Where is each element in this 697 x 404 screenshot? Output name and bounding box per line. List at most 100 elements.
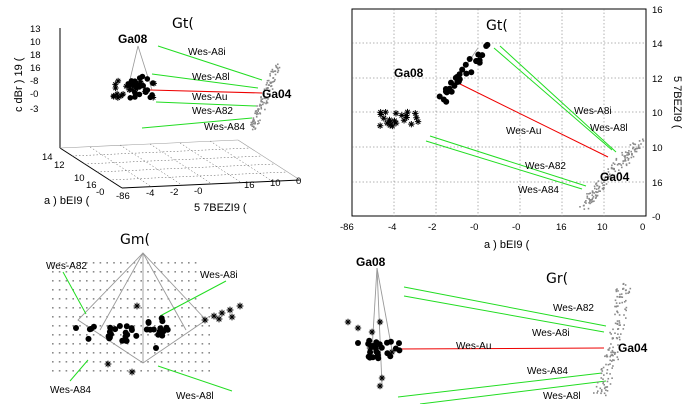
bl-grid-point	[86, 280, 88, 282]
br-ga04-point	[619, 338, 621, 341]
br-ga04-point	[616, 320, 619, 322]
tl-ga04-point	[253, 126, 255, 128]
br-ga04-point	[618, 302, 621, 304]
br-ga04-point	[615, 289, 617, 291]
tr-ga04-cluster	[579, 138, 645, 210]
tr-ga04-point	[597, 180, 600, 182]
tr-x-tick-7: 0	[640, 222, 645, 233]
tl-ga04-point	[272, 70, 274, 73]
br-ga04-point	[614, 351, 617, 354]
x-axis-line	[59, 147, 123, 189]
bl-grid-point	[99, 343, 102, 345]
br-ga04-point	[623, 314, 625, 316]
br-ga04-point	[593, 392, 595, 394]
tl-ga04-point	[260, 96, 262, 98]
tr-ga04-point	[623, 155, 626, 157]
tl-ga08-dot	[143, 89, 149, 95]
bl-grid-point	[65, 316, 68, 318]
bl-grid-point	[106, 271, 108, 273]
bl-ga04-star	[128, 368, 136, 376]
bl-grid-point	[201, 361, 204, 363]
tr-ga04-point	[611, 164, 613, 167]
tl-ga04-point	[266, 92, 269, 95]
bl-grid-point	[126, 316, 129, 318]
tl-ga04-point	[266, 102, 269, 104]
tl-ga08-cluster	[110, 73, 157, 101]
tl-ga04-point	[266, 97, 268, 99]
bl-grid-point	[106, 352, 108, 354]
br-ga04-point	[603, 374, 605, 376]
bl-grid-point	[92, 262, 95, 264]
tl-ga04-point	[254, 122, 256, 125]
bl-grid-point	[194, 262, 197, 264]
tl-ga04-point	[265, 97, 267, 100]
tl-ga04-point	[251, 123, 253, 126]
tl-ga04-point	[270, 85, 272, 88]
tr-ga04-point	[591, 190, 594, 192]
tr-label-ga04: Ga04	[600, 170, 630, 184]
bl-grid-point	[113, 361, 115, 363]
br-ga04-point	[614, 353, 616, 355]
bl-ga08-dot	[112, 326, 119, 333]
tl-ga04-point	[256, 111, 259, 114]
tr-ga08-star	[413, 114, 420, 121]
bl-grid-point	[147, 298, 149, 300]
bl-grid-point	[58, 262, 61, 264]
bl-grid-point	[188, 289, 190, 291]
bl-ga04-star	[236, 302, 244, 310]
tl-ga08-dot	[139, 73, 146, 80]
bl-grid-point	[126, 271, 129, 273]
tl-ga08-dot	[144, 76, 151, 82]
bl-grid-point	[147, 289, 149, 291]
bl-grid-point	[92, 361, 95, 363]
bl-grid-point	[154, 307, 156, 309]
y-tick-0: -86	[116, 191, 130, 202]
tr-ga08-star	[408, 120, 415, 128]
br-ga04-point	[611, 349, 614, 352]
tr-ga04-point	[617, 163, 620, 165]
tr-ga04-point	[626, 152, 629, 154]
tr-ga08-dot	[456, 76, 463, 83]
br-ga04-cluster	[593, 282, 632, 397]
bl-grid-point	[154, 298, 156, 300]
tl-ga04-point	[257, 109, 259, 111]
br-ga04-point	[607, 348, 610, 351]
bl-grid-point	[154, 262, 156, 264]
tl-ga04-point	[267, 87, 269, 89]
tl-ga08-dot	[132, 90, 138, 96]
bl-grid-point	[140, 262, 142, 264]
bl-grid-point	[140, 271, 142, 273]
tl-ga04-point	[256, 105, 258, 107]
tr-ga08-star	[382, 108, 389, 116]
br-ga04-point	[623, 301, 626, 303]
bl-grid-point	[181, 262, 183, 264]
panel-bottom-left: Gm( Wes-A82 Wes-A8i Wes-A84 Wes-A8l	[46, 232, 244, 402]
bl-ga08-dot	[73, 325, 79, 331]
bl-grid-point	[65, 307, 68, 309]
tl-ga04-point	[252, 122, 255, 125]
tr-ga04-point	[591, 191, 594, 194]
br-ga04-point	[603, 392, 606, 395]
tl-label-ga08: Ga08	[118, 32, 148, 46]
tl-ga08-dot	[150, 80, 156, 86]
bl-grid-point	[194, 289, 197, 291]
br-ga08-dot	[376, 341, 383, 348]
tr-ga04-point	[596, 191, 599, 193]
bl-grid-point	[58, 370, 61, 372]
br-ga04-point	[610, 351, 612, 354]
br-ga08-cluster	[344, 318, 403, 390]
br-ga04-point	[604, 386, 607, 389]
br-ga04-point	[623, 324, 625, 326]
br-ga04-point	[610, 333, 612, 335]
tl-label-au: Wes-Au	[192, 92, 227, 103]
bl-grid-point	[120, 307, 122, 309]
bl-grid-point	[154, 325, 156, 327]
tr-ga08-star	[386, 116, 393, 124]
tr-ga04-point	[630, 150, 632, 153]
br-ga04-point	[601, 368, 603, 370]
tl-ga04-point	[270, 70, 272, 73]
br-ga04-point	[620, 333, 622, 335]
bl-ga04-star	[218, 309, 226, 317]
tr-ga04-point	[592, 195, 595, 198]
